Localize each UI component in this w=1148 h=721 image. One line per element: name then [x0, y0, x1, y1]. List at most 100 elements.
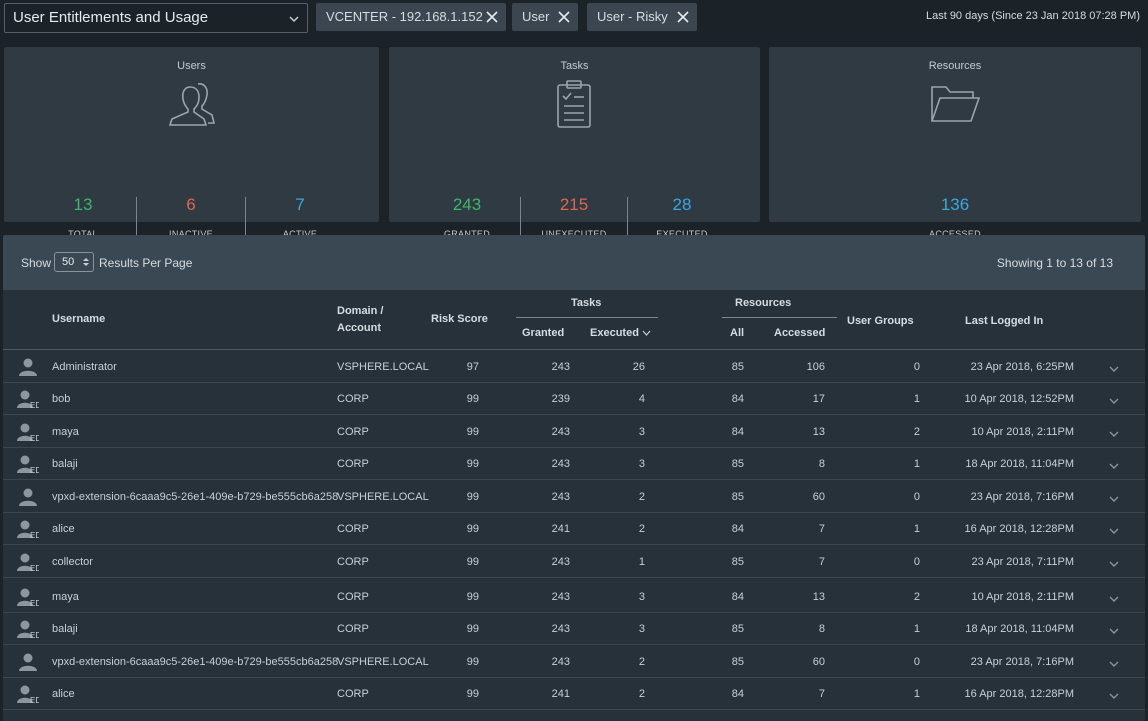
users-table-panel: Show 50 Results Per Page Showing 1 to 13…: [3, 235, 1145, 721]
cell-domain: CORP: [337, 591, 369, 603]
cell-resources-accessed: 7: [818, 688, 825, 700]
expand-chevron-icon[interactable]: [1109, 365, 1119, 373]
cell-resources-accessed: 60: [812, 491, 825, 503]
cell-granted: 243: [551, 361, 570, 373]
expand-chevron-icon[interactable]: [1109, 595, 1119, 603]
cell-risk-score: 99: [466, 656, 479, 668]
column-header-risk-score[interactable]: Risk Score: [431, 313, 488, 325]
table-row[interactable]: Administrator VSPHERE.LOCAL 97 243 26 85…: [3, 351, 1145, 383]
expand-chevron-icon[interactable]: [1109, 430, 1119, 438]
svg-text:ED: ED: [30, 466, 39, 474]
table-row[interactable]: vpxd-extension-6caaa9c5-26e1-409e-b729-b…: [3, 646, 1145, 678]
cell-resources-accessed: 13: [812, 591, 825, 603]
expand-chevron-icon[interactable]: [1109, 527, 1119, 535]
column-group-resources: Resources: [735, 297, 792, 309]
stat-value: 28: [672, 195, 692, 214]
svg-text:ED: ED: [30, 434, 39, 442]
cell-username: collector: [52, 556, 93, 568]
table-row[interactable]: ED bob CORP 99 239 4 84 17 1 10 Apr 2018…: [3, 383, 1145, 415]
close-icon[interactable]: [486, 11, 498, 23]
ad-user-icon: ED: [17, 520, 39, 539]
column-header-executed[interactable]: Executed: [590, 327, 651, 339]
cell-domain: CORP: [337, 688, 369, 700]
table-row[interactable]: ED alice CORP 99 241 2 84 7 1 16 Apr 201…: [3, 678, 1145, 710]
report-select[interactable]: User Entitlements and Usage: [4, 3, 308, 33]
pagination-summary: Showing 1 to 13 of 13: [996, 256, 1113, 270]
report-select-label: User Entitlements and Usage: [13, 9, 209, 26]
cell-risk-score: 99: [466, 458, 479, 470]
ad-user-icon: ED: [17, 455, 39, 474]
cell-executed: 3: [638, 458, 645, 470]
stat-value: 136: [940, 195, 970, 214]
expand-chevron-icon[interactable]: [1109, 560, 1119, 568]
cell-risk-score: 99: [466, 426, 479, 438]
svg-text:ED: ED: [30, 564, 39, 572]
divider: [520, 197, 521, 237]
divider: [722, 317, 837, 318]
card-title: Tasks: [560, 60, 589, 72]
stat-value: 13: [73, 195, 93, 214]
column-header-granted[interactable]: Granted: [522, 327, 565, 339]
expand-chevron-icon[interactable]: [1109, 495, 1119, 503]
cell-username: Administrator: [52, 361, 117, 373]
cell-user-groups: 1: [913, 523, 920, 535]
expand-chevron-icon[interactable]: [1109, 462, 1119, 470]
ad-user-icon: ED: [17, 553, 39, 572]
cell-granted: 243: [551, 491, 570, 503]
stat-label: ACCESSED: [929, 229, 981, 239]
stat-value: 7: [295, 195, 305, 214]
cell-user-groups: 1: [913, 623, 920, 635]
close-icon[interactable]: [677, 11, 689, 23]
cell-user-groups: 0: [913, 361, 920, 373]
results-per-page-label: Results Per Page: [99, 256, 193, 270]
table-row[interactable]: ED maya CORP 99 243 3 84 13 2 10 Apr 201…: [3, 581, 1145, 613]
cell-resources-accessed: 7: [818, 523, 825, 535]
table-row[interactable]: ED collector CORP 99 243 1 85 7 0 23 Apr…: [3, 546, 1145, 578]
expand-chevron-icon[interactable]: [1109, 692, 1119, 700]
expand-chevron-icon[interactable]: [1109, 397, 1119, 405]
results-per-page-select[interactable]: 50: [54, 252, 94, 272]
filter-chip-label: User: [522, 9, 550, 24]
column-header-last-logged-in[interactable]: Last Logged In: [965, 315, 1044, 327]
cell-last-logged-in: 23 Apr 2018, 7:11PM: [971, 556, 1074, 568]
cell-executed: 2: [638, 523, 645, 535]
divider: [627, 197, 628, 237]
cell-executed: 2: [638, 491, 645, 503]
column-header-accessed[interactable]: Accessed: [774, 327, 826, 339]
cell-resources-all: 85: [731, 458, 744, 470]
expand-chevron-icon[interactable]: [1109, 627, 1119, 635]
table-row[interactable]: vpxd-extension-6caaa9c5-26e1-409e-b729-b…: [3, 481, 1145, 513]
cell-executed: 4: [638, 393, 645, 405]
cell-user-groups: 0: [913, 656, 920, 668]
column-header-all[interactable]: All: [730, 327, 745, 339]
svg-text:ED: ED: [30, 401, 39, 409]
cell-granted: 243: [551, 656, 570, 668]
table-row[interactable]: ED maya CORP 99 243 3 84 13 2 10 Apr 201…: [3, 416, 1145, 448]
cell-user-groups: 1: [913, 688, 920, 700]
cell-granted: 241: [551, 688, 570, 700]
cell-username: vpxd-extension-6caaa9c5-26e1-409e-b729-b…: [52, 656, 339, 668]
column-header-username[interactable]: Username: [52, 313, 106, 325]
resources-card: Resources 136 ACCESSED: [769, 47, 1141, 239]
filter-chip-user: User: [512, 3, 578, 31]
ad-user-icon: ED: [17, 390, 39, 409]
cell-username: alice: [52, 523, 75, 535]
column-header-user-groups[interactable]: User Groups: [847, 315, 914, 327]
cell-resources-accessed: 8: [818, 458, 825, 470]
cell-granted: 243: [551, 556, 570, 568]
cell-executed: 2: [638, 688, 645, 700]
cell-username: vpxd-extension-6caaa9c5-26e1-409e-b729-b…: [52, 491, 339, 503]
table-row[interactable]: ED balaji CORP 99 243 3 85 8 1 18 Apr 20…: [3, 613, 1145, 645]
cell-domain: CORP: [337, 426, 369, 438]
close-icon[interactable]: [558, 11, 570, 23]
stat-label: ACTIVE: [282, 229, 318, 239]
cell-executed: 26: [632, 361, 645, 373]
per-page-value: 50: [62, 256, 75, 268]
cell-resources-all: 84: [731, 688, 744, 700]
date-range: Last 90 days (Since 23 Jan 2018 07:28 PM…: [925, 10, 1140, 22]
table-row[interactable]: ED balaji CORP 99 243 3 85 8 1 18 Apr 20…: [3, 448, 1145, 480]
expand-chevron-icon[interactable]: [1109, 660, 1119, 668]
table-row[interactable]: ED alice CORP 99 241 2 84 7 1 16 Apr 201…: [3, 513, 1145, 545]
column-header-domain[interactable]: Domain /: [337, 305, 384, 317]
user-icon: [19, 653, 37, 671]
